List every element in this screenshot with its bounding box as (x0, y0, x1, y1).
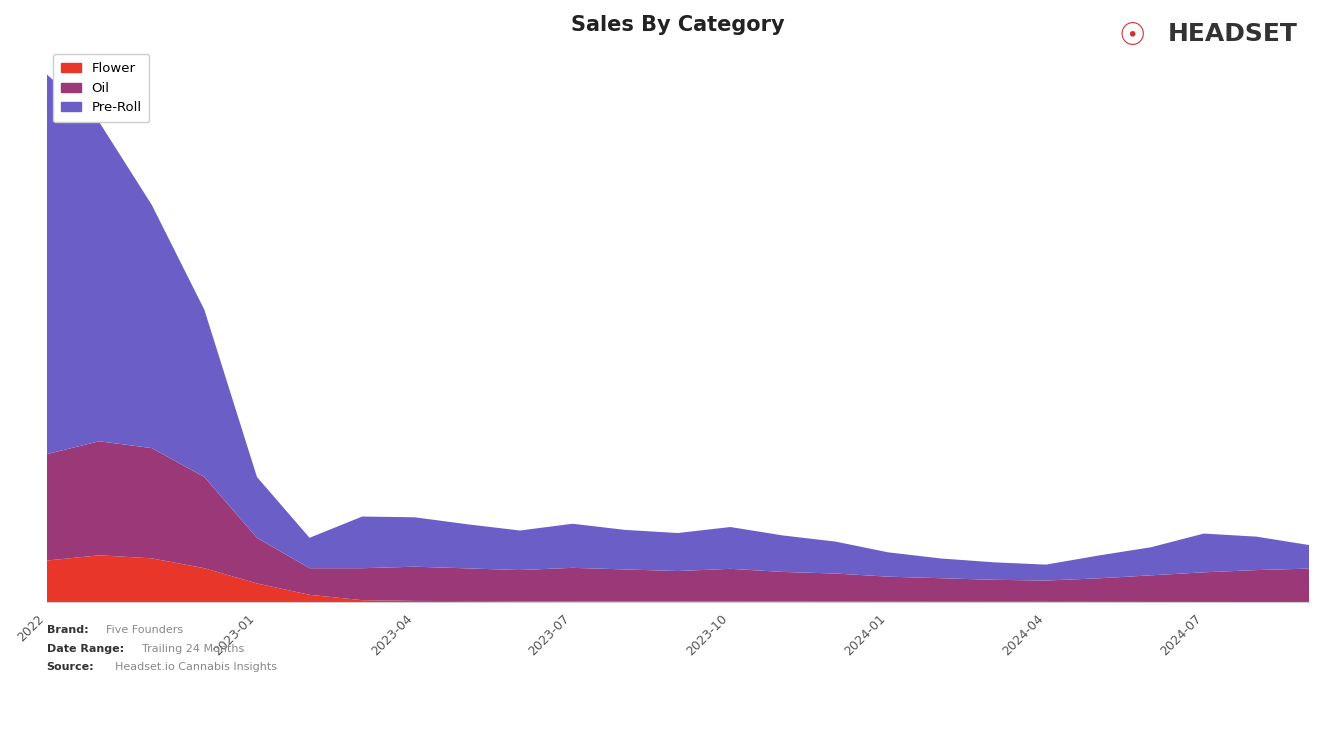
Text: Source:: Source: (46, 662, 94, 672)
Text: Date Range:: Date Range: (46, 643, 123, 654)
Text: Trailing 24 Months: Trailing 24 Months (142, 643, 244, 654)
Text: Headset.io Cannabis Insights: Headset.io Cannabis Insights (115, 662, 278, 672)
Title: Sales By Category: Sales By Category (571, 15, 785, 35)
Legend: Flower, Oil, Pre-Roll: Flower, Oil, Pre-Roll (53, 55, 150, 122)
Text: Five Founders: Five Founders (106, 625, 183, 635)
Text: Brand:: Brand: (46, 625, 89, 635)
Text: ☉: ☉ (1119, 22, 1147, 52)
Text: HEADSET: HEADSET (1168, 22, 1298, 46)
